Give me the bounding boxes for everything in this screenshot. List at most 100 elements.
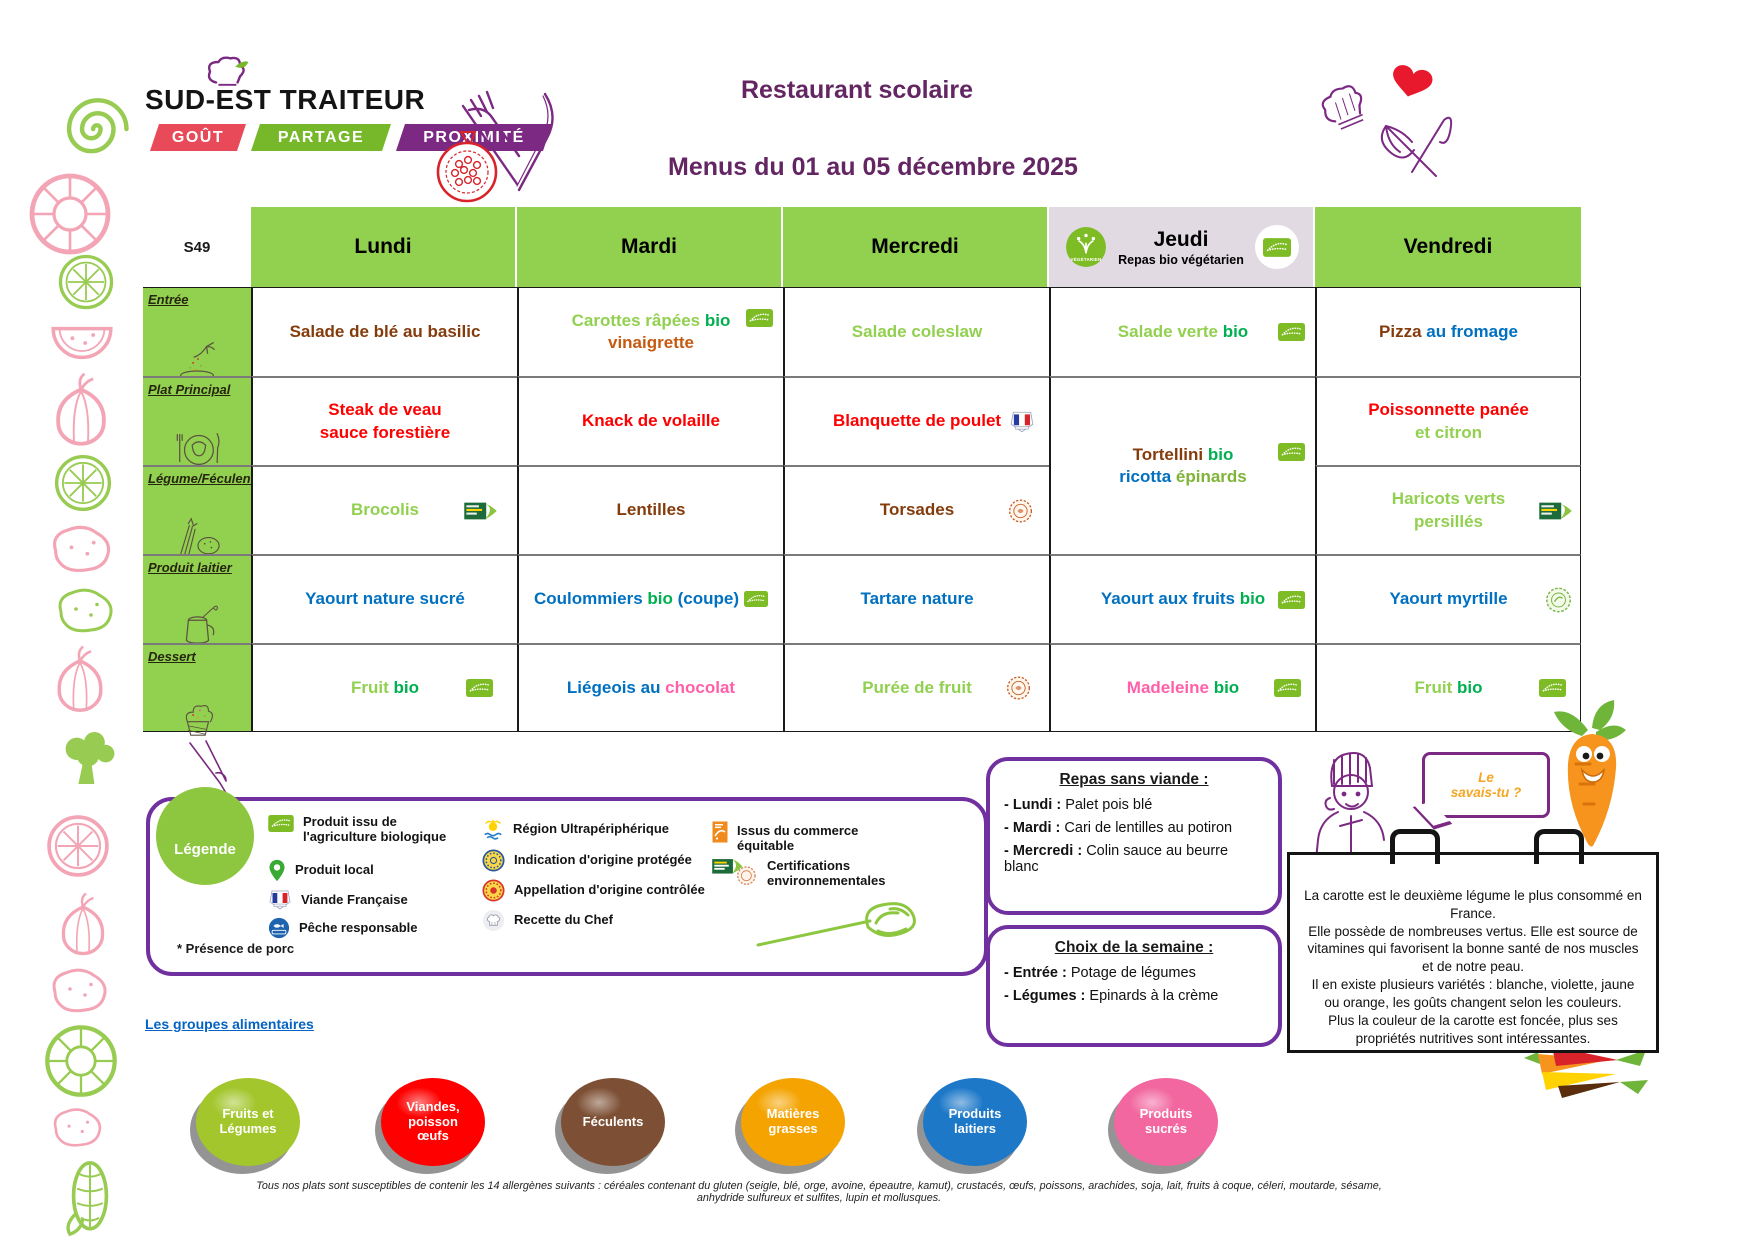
tagline-gout: GOÛT <box>150 124 246 151</box>
tagline-partage: PARTAGE <box>251 124 391 151</box>
choix-semaine-title: Choix de la semaine : <box>1054 939 1214 956</box>
row-label-plat-principal: Plat Principal <box>143 376 251 465</box>
jeudi-subtitle: Repas bio végétarien <box>1118 252 1244 267</box>
carrot-fact-box: La carotte est le deuxième légume le plu… <box>1287 829 1659 1053</box>
day-header-lundi: Lundi <box>251 207 517 287</box>
cell-laitier-mercredi: Tartare nature <box>783 554 1049 643</box>
cell-plat-legume-jeudi: Tortellini bio ricotta épinards <box>1049 376 1315 554</box>
choix-de-la-semaine-box: Choix de la semaine : - Entrée : Potage … <box>986 925 1282 1047</box>
logo-chef-hat-icon <box>207 56 249 86</box>
cell-entree-mardi: Carottes râpées bio vinaigrette <box>517 287 783 376</box>
page-title: Restaurant scolaire <box>740 76 974 104</box>
row-label-produit-laitier: Produit laitier <box>143 554 251 643</box>
day-header-jeudi: VÉGÉTARIEN Jeudi Repas bio végétarien <box>1049 207 1315 287</box>
presence-de-porc-note: * Présence de porc <box>177 941 295 956</box>
legend-item: Région Ultrapériphérique <box>482 819 669 841</box>
cell-plat-vendredi: Poissonnette panée et citron <box>1315 376 1581 465</box>
commerce-equitable-icon <box>712 821 728 843</box>
repas-item: - Lundi : Palet pois blé <box>1004 797 1153 813</box>
cell-plat-lundi: Steak de veau sauce forestière <box>251 376 517 465</box>
legend-title-circle: Légende <box>156 787 254 885</box>
carrot-fact-text: La carotte est le deuxième légume le plu… <box>1304 888 1642 1046</box>
cell-laitier-vendredi: Yaourt myrtille <box>1315 554 1581 643</box>
produit-local-pin-icon <box>268 859 286 882</box>
cell-entree-vendredi: Pizza au fromage <box>1315 287 1581 376</box>
choix-item: - Légumes : Epinards à la crème <box>1004 988 1219 1004</box>
bio-logo-icon <box>1278 323 1305 341</box>
menu-table: S49 Lundi Mardi Mercredi VÉGÉTARIEN Jeud… <box>143 207 1581 732</box>
region-ultraperipherique-icon <box>482 819 504 841</box>
legend-item: Pêche responsable <box>268 917 418 939</box>
allergens-footer-note: Tous nos plats sont susceptibles de cont… <box>256 1180 1382 1204</box>
groupes-alimentaires-link[interactable]: Les groupes alimentaires <box>145 1016 314 1032</box>
recette-du-chef-icon <box>482 909 505 932</box>
cell-laitier-lundi: Yaourt nature sucré <box>251 554 517 643</box>
legend-item: Certifications environnementales <box>712 857 912 889</box>
savais-tu-bubble: Le savais-tu ? <box>1412 752 1550 830</box>
chef-character-drawing <box>1313 752 1385 881</box>
pen-doodle-icon <box>189 740 227 794</box>
cell-dessert-vendredi: Fruit bio <box>1315 643 1581 732</box>
vegetarien-badge-icon: VÉGÉTARIEN <box>1065 226 1107 268</box>
cell-legume-vendredi: Haricots verts persillés <box>1315 465 1581 554</box>
week-label: S49 <box>143 207 251 287</box>
multicolor-carrots-icon <box>1524 1046 1648 1098</box>
carrot-cartoon-icon <box>1554 700 1626 847</box>
cell-entree-lundi: Salade de blé au basilic <box>251 287 517 376</box>
cell-laitier-mardi: Coulommiers bio (coupe) <box>517 554 783 643</box>
choix-item: - Entrée : Potage de légumes <box>1004 965 1196 981</box>
cell-legume-mardi: Lentilles <box>517 465 783 554</box>
bio-logo-icon <box>466 679 493 697</box>
cell-entree-mercredi: Salade coleslaw <box>783 287 1049 376</box>
cell-dessert-lundi: Fruit bio <box>251 643 517 732</box>
aoc-icon <box>482 879 505 902</box>
clipboard-clip-icon <box>1534 829 1584 864</box>
legend-item: Produit issu de l'agriculture biologique <box>268 814 468 845</box>
repas-item: - Mardi : Cari de lentilles au potiron <box>1004 820 1233 836</box>
bio-logo-icon <box>268 815 294 832</box>
group-circle-produits-sucres: Produits sucrés <box>1114 1078 1218 1166</box>
row-label-entree: Entrée <box>143 287 251 376</box>
orange-round-stamp-icon <box>1006 676 1031 701</box>
repas-sans-viande-box: Repas sans viande : - Lundi : Palet pois… <box>986 757 1282 915</box>
orange-round-stamp-icon <box>1008 498 1033 523</box>
row-label-dessert: Dessert <box>143 643 251 732</box>
legend-item: Issus du commerce équitable <box>712 821 902 854</box>
cell-dessert-jeudi: Madeleine bio <box>1049 643 1315 732</box>
cell-plat-mardi: Knack de volaille <box>517 376 783 465</box>
day-header-vendredi: Vendredi <box>1315 207 1581 287</box>
brand-tagline-banner: GOÛT PARTAGE PROXIMITÉ <box>150 124 552 151</box>
bio-logo-icon <box>1274 679 1301 697</box>
igp-icon <box>482 849 505 872</box>
cell-legume-lundi: Brocolis <box>251 465 517 554</box>
legend-box: Légende Produit issu de l'agriculture bi… <box>146 740 988 976</box>
group-circle-fruits-legumes: Fruits et Légumes <box>196 1078 300 1166</box>
group-circle-matieres-grasses: Matières grasses <box>741 1078 845 1166</box>
cell-dessert-mercredi: Purée de fruit <box>783 643 1049 732</box>
viande-francaise-icon <box>268 889 292 911</box>
eu-bio-badge-icon <box>1255 225 1299 269</box>
legend-item: Indication d'origine protégée <box>482 849 692 872</box>
local-product-label-icon <box>1538 499 1574 522</box>
certifications-environnementales-icon <box>712 857 758 886</box>
legend-item: Appellation d'origine contrôlée <box>482 879 705 902</box>
row-label-legume-feculent: Légume/Féculent <box>143 465 255 554</box>
legend-item: Viande Française <box>268 889 408 911</box>
local-product-label-icon <box>463 499 499 522</box>
group-circle-viandes: Viandes, poisson œufs <box>381 1078 485 1166</box>
cell-legume-mercredi: Torsades <box>783 465 1049 554</box>
bio-logo-icon <box>1539 679 1566 697</box>
group-circle-feculents: Féculents <box>561 1078 665 1166</box>
bio-logo-icon <box>1278 443 1305 461</box>
chef-hat-whisk-heart-decoration-icon <box>1321 65 1453 177</box>
legend-item: Produit local <box>268 859 374 882</box>
peche-responsable-icon <box>268 917 290 939</box>
brand-name: SUD-EST TRAITEUR <box>145 84 426 115</box>
green-round-stamp-icon <box>1545 586 1572 613</box>
spaghetti-fork-doodle-icon <box>756 902 916 947</box>
cell-entree-jeudi: Salade verte bio <box>1049 287 1315 376</box>
cell-dessert-mardi: Liégeois au chocolat <box>517 643 783 732</box>
clipboard-clip-icon <box>1390 829 1440 864</box>
day-header-mercredi: Mercredi <box>783 207 1049 287</box>
